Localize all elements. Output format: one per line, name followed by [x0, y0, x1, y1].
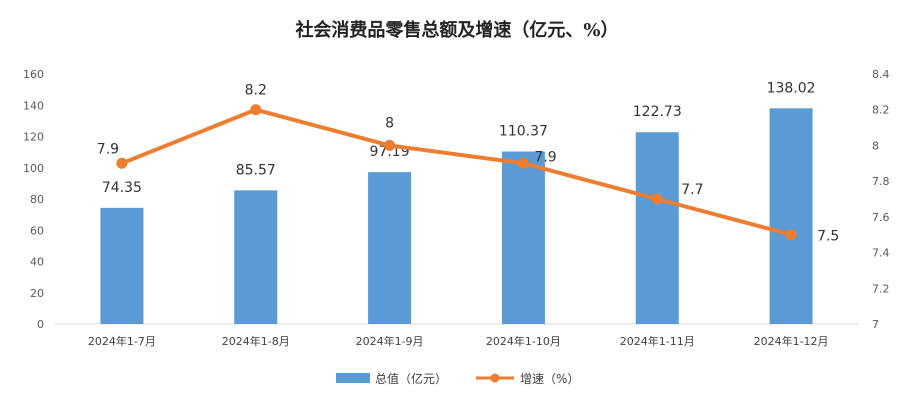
left-tick-label: 100 — [23, 162, 44, 175]
legend-line-label: 增速（%） — [520, 372, 579, 386]
bar — [769, 108, 813, 324]
line-point — [785, 229, 797, 241]
left-tick-label: 40 — [30, 256, 44, 269]
right-tick-label: 7.2 — [872, 282, 890, 295]
right-tick-label: 8.2 — [872, 104, 890, 117]
bar-value-label: 122.73 — [633, 104, 682, 120]
bar-value-label: 138.02 — [767, 80, 816, 96]
left-tick-label: 80 — [30, 193, 44, 206]
bar — [100, 207, 144, 324]
left-tick-label: 140 — [23, 99, 44, 112]
right-tick-label: 7.6 — [872, 211, 890, 224]
left-tick-label: 120 — [23, 131, 44, 144]
line-value-label: 7.7 — [681, 182, 703, 198]
right-tick-label: 7.4 — [872, 247, 890, 260]
bar — [635, 132, 679, 324]
category-label: 2024年1-10月 — [486, 334, 561, 348]
left-tick-label: 60 — [30, 224, 44, 237]
line-point — [384, 139, 396, 151]
line-point — [517, 157, 529, 169]
legend-bar-label: 总值（亿元） — [375, 371, 447, 386]
line-point — [116, 157, 128, 169]
bar-series — [100, 108, 813, 324]
line-point — [250, 104, 262, 116]
right-tick-label: 8 — [872, 139, 879, 152]
bar — [234, 190, 278, 324]
line-series — [116, 104, 797, 241]
bar-value-label: 74.35 — [102, 180, 142, 196]
left-tick-label: 20 — [30, 287, 44, 300]
bar — [501, 151, 545, 324]
chart-title: 社会消费品零售总额及增速（亿元、%） — [295, 19, 618, 41]
bar — [368, 172, 412, 324]
category-label: 2024年1-11月 — [620, 334, 695, 348]
growth-line — [119, 107, 794, 237]
left-tick-label: 0 — [37, 318, 44, 331]
legend-bar-swatch — [336, 373, 370, 383]
line-value-label: 8.2 — [245, 83, 267, 99]
category-label: 2024年1-8月 — [222, 334, 290, 348]
right-axis: 7 7.2 7.4 7.6 7.8 8 8.2 8.4 — [872, 68, 890, 331]
bar-value-label: 85.57 — [236, 162, 276, 178]
line-value-label: 7.9 — [534, 149, 556, 165]
x-axis-labels: 2024年1-7月 2024年1-8月 2024年1-9月 2024年1-10月 202… — [88, 334, 829, 348]
line-value-label: 7.5 — [817, 229, 839, 245]
legend: 总值（亿元） 增速（%） — [336, 371, 579, 386]
right-tick-label: 8.4 — [872, 68, 890, 81]
right-tick-label: 7 — [872, 318, 879, 331]
left-tick-label: 160 — [23, 68, 44, 81]
line-point — [651, 193, 663, 205]
category-label: 2024年1-12月 — [754, 334, 829, 348]
bar-value-label: 110.37 — [499, 124, 548, 140]
left-axis: 0 20 40 60 80 100 120 140 160 — [23, 68, 44, 331]
right-tick-label: 7.8 — [872, 175, 890, 188]
line-value-label: 8 — [385, 115, 394, 131]
line-labels: 7.9 8.2 8 7.9 7.7 7.5 — [97, 83, 840, 245]
line-value-label: 7.9 — [97, 141, 119, 157]
category-label: 2024年1-9月 — [356, 334, 424, 348]
legend-line-marker — [490, 373, 500, 383]
category-label: 2024年1-7月 — [88, 334, 156, 348]
